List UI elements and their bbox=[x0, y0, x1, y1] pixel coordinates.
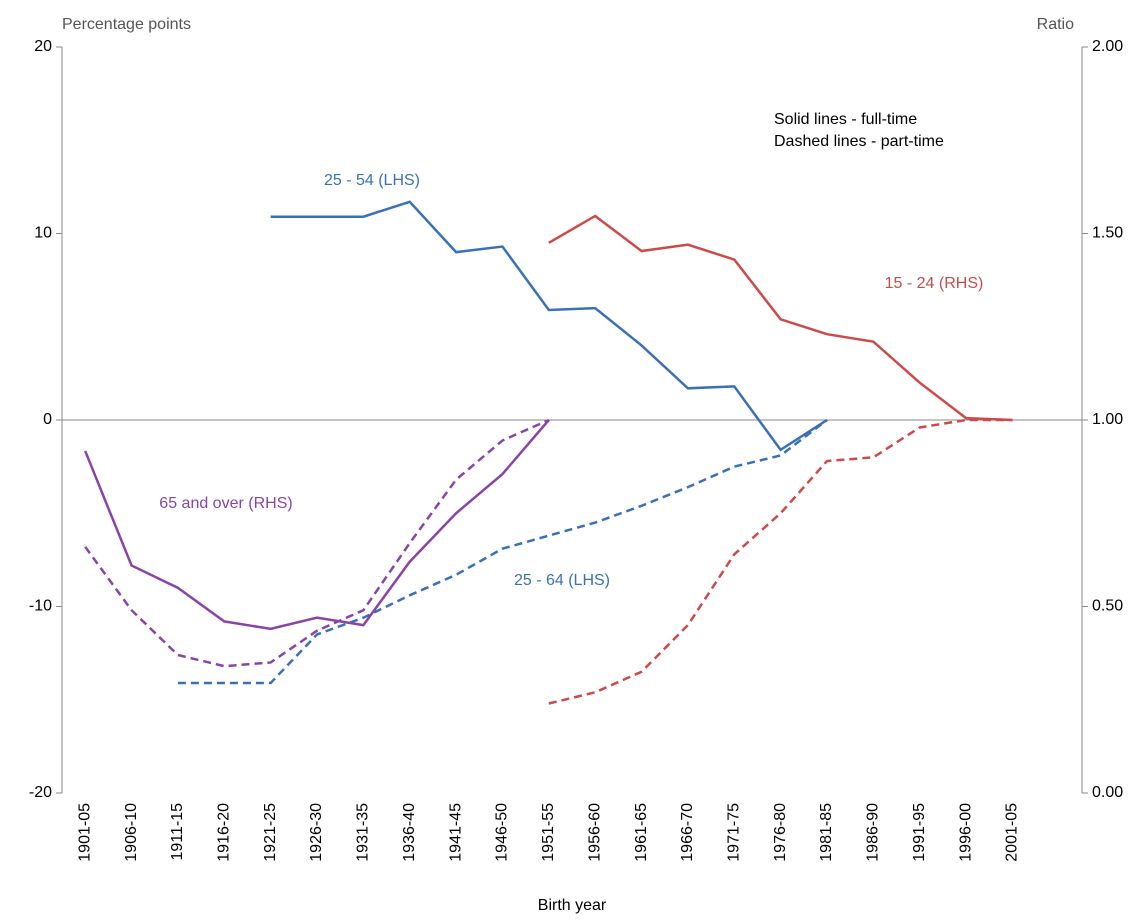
x-tick-label: 1996-00 bbox=[957, 803, 974, 862]
x-tick-label: 1961-65 bbox=[633, 803, 650, 862]
x-tick-label: 1981-85 bbox=[818, 803, 835, 862]
x-tick-label: 1966-70 bbox=[679, 803, 696, 862]
x-tick-label: 1941-45 bbox=[447, 803, 464, 862]
x-tick-label: 1986-90 bbox=[865, 803, 882, 862]
series-label: 65 and over (RHS) bbox=[159, 495, 292, 512]
series-line bbox=[84, 418, 550, 668]
series-line bbox=[548, 214, 1013, 422]
x-tick-label: 1936-40 bbox=[401, 803, 418, 862]
y2-tick-label: 1.00 bbox=[1092, 411, 1123, 428]
y2-tick-label: 1.50 bbox=[1092, 225, 1123, 242]
series-line bbox=[270, 200, 828, 452]
series-label: 25 - 54 (LHS) bbox=[324, 172, 420, 189]
y2-axis-title: Ratio bbox=[1037, 16, 1074, 33]
y-tick-label: -20 bbox=[29, 784, 52, 801]
y-tick-label: 0 bbox=[43, 411, 52, 428]
x-tick-label: 2001-05 bbox=[1004, 803, 1021, 862]
y-tick-label: 20 bbox=[34, 38, 52, 55]
y2-tick-label: 0.00 bbox=[1092, 784, 1123, 801]
x-tick-label: 1911-15 bbox=[169, 803, 186, 861]
x-tick-label: 1971-75 bbox=[725, 803, 742, 862]
series-line bbox=[548, 418, 1013, 705]
x-tick-label: 1976-80 bbox=[772, 803, 789, 862]
series-line bbox=[84, 419, 550, 631]
x-tick-label: 1991-95 bbox=[911, 803, 928, 862]
y2-tick-label: 2.00 bbox=[1092, 38, 1123, 55]
x-tick-label: 1931-35 bbox=[355, 803, 372, 862]
x-tick-label: 1901-05 bbox=[76, 803, 93, 862]
y-tick-label: 10 bbox=[34, 225, 52, 242]
annotation: Dashed lines - part-time bbox=[774, 133, 944, 150]
x-tick-label: 1906-10 bbox=[123, 803, 140, 862]
y-tick-label: -10 bbox=[29, 598, 52, 615]
x-tick-label: 1916-20 bbox=[215, 803, 232, 862]
x-tick-label: 1926-30 bbox=[308, 803, 325, 862]
series-label: 15 - 24 (RHS) bbox=[885, 275, 984, 292]
x-tick-label: 1921-25 bbox=[262, 803, 279, 862]
y-axis-title: Percentage points bbox=[62, 16, 191, 33]
series-label: 25 - 64 (LHS) bbox=[514, 572, 610, 589]
x-tick-label: 1951-55 bbox=[540, 803, 557, 862]
x-tick-label: 1956-60 bbox=[586, 803, 603, 862]
series-line bbox=[177, 419, 828, 685]
x-tick-label: 1946-50 bbox=[494, 803, 511, 862]
x-axis-title: Birth year bbox=[538, 897, 607, 914]
y2-tick-label: 0.50 bbox=[1092, 598, 1123, 615]
annotation: Solid lines - full-time bbox=[774, 111, 917, 128]
